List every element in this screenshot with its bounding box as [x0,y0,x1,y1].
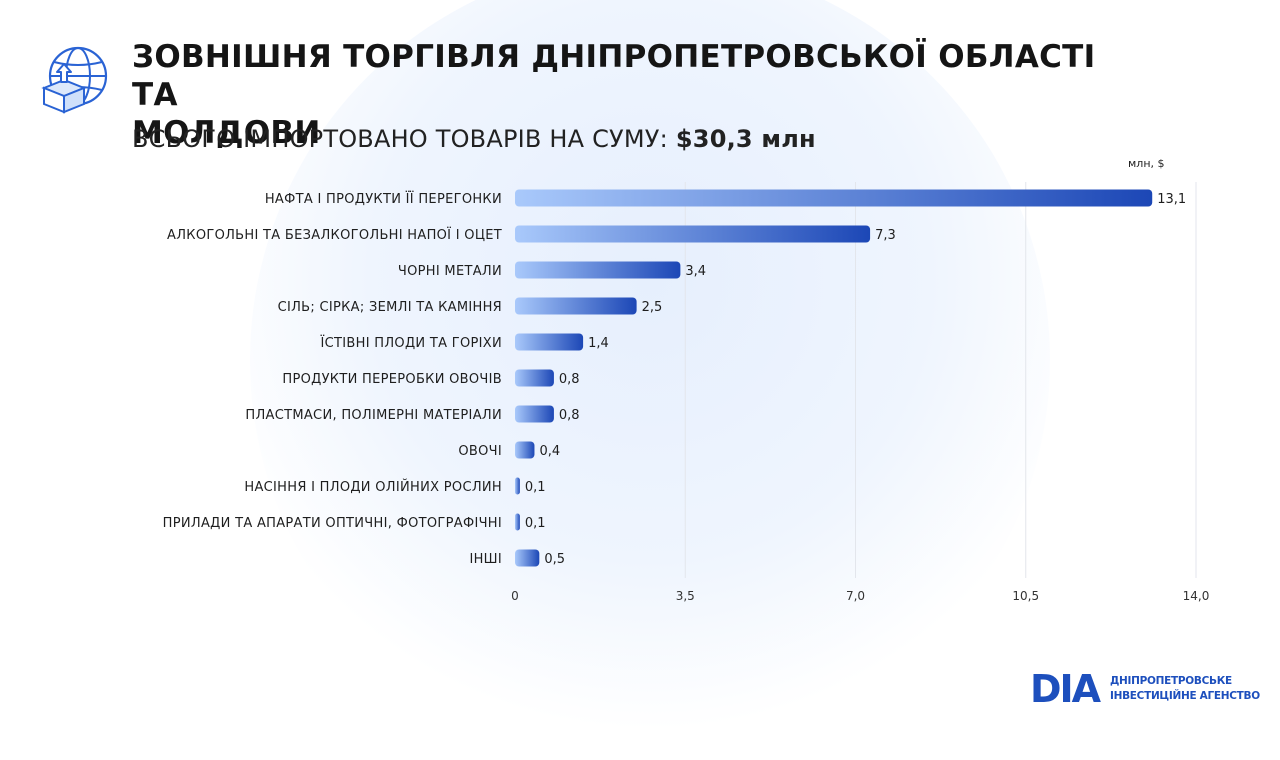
title-line-2: МОЛДОВИ [132,115,321,151]
bar [515,513,520,531]
value-label: 0,8 [559,408,580,423]
bars [515,189,1153,567]
category-label: СІЛЬ; СІРКА; ЗЕМЛІ ТА КАМІННЯ [278,300,502,315]
value-label: 0,1 [525,480,546,495]
category-label: НАФТА І ПРОДУКТИ ЇЇ ПЕРЕГОНКИ [265,191,502,207]
x-tick-label: 14,0 [1183,589,1210,603]
logo-line-2: ІНВЕСТИЦІЙНЕ АГЕНСТВО [1110,690,1260,702]
bar [515,333,584,351]
labels: 0 3,5 7,0 10,5 14,0 НАФТА І ПРОДУКТИ ЇЇ ПЕРЕГ… [163,191,1210,603]
value-label: 0,8 [559,372,580,387]
value-label: 0,1 [525,516,546,531]
value-label: 0,4 [539,444,560,459]
subtitle-total-value: $30,3 млн [675,125,816,153]
x-tick-label: 3,5 [676,589,695,603]
value-label: 3,4 [685,264,706,279]
bar [515,441,535,459]
globe-box-upload-icon [41,46,108,114]
x-tick-label: 10,5 [1012,589,1039,603]
page-title: ЗОВНІШНЯ ТОРГІВЛЯ ДНІПРОПЕТРОВСЬКОЇ ОБЛА… [132,38,1132,152]
value-label: 0,5 [544,552,565,567]
category-label: ЧОРНІ МЕТАЛИ [398,264,502,279]
category-label: ПРОДУКТИ ПЕРЕРОБКИ ОВОЧІВ [282,372,502,387]
bar [515,225,871,243]
bar [515,405,554,423]
value-label: 7,3 [875,228,896,243]
category-label: ПРИЛАДИ ТА АПАРАТИ ОПТИЧНІ, ФОТОГРАФІЧНІ [163,516,502,531]
value-label: 2,5 [642,300,663,315]
dia-logo-mark-text: DIA [1030,668,1102,706]
subtitle: ВСЬОГО ІМПОРТОВАНО ТОВАРІВ НА СУМУ: $30,3… [132,125,816,153]
bar [515,261,681,279]
x-tick-label: 7,0 [846,589,865,603]
dia-logo: DIA ДНІПРОПЕТРОВСЬКЕ ІНВЕСТИЦІЙНЕ АГЕНСТ… [1030,668,1260,708]
bar [515,477,520,495]
dia-logo-mark: DIA [1030,668,1104,706]
dia-logo-text: ДНІПРОПЕТРОВСЬКЕ ІНВЕСТИЦІЙНЕ АГЕНСТВО [1110,674,1260,704]
background-circle [250,0,1050,760]
category-label: ЇСТІВНІ ПЛОДИ ТА ГОРІХИ [321,335,502,351]
subtitle-label: ВСЬОГО ІМПОРТОВАНО ТОВАРІВ НА СУМУ: [132,125,668,153]
bar-chart: 0 3,5 7,0 10,5 14,0 НАФТА І ПРОДУКТИ ЇЇ ПЕРЕГ… [163,182,1210,603]
logo-line-1: ДНІПРОПЕТРОВСЬКЕ [1110,675,1232,687]
category-label: НАСІННЯ І ПЛОДИ ОЛІЙНИХ РОСЛИН [244,479,502,495]
category-label: ПЛАСТМАСИ, ПОЛІМЕРНІ МАТЕРІАЛИ [245,408,502,423]
bar [515,189,1153,207]
unit-label: млн, $ [1128,157,1165,170]
title-line-1: ЗОВНІШНЯ ТОРГІВЛЯ ДНІПРОПЕТРОВСЬКОЇ ОБЛА… [132,39,1096,113]
value-label: 1,4 [588,336,609,351]
x-tick-label: 0 [511,589,519,603]
bar [515,297,637,315]
category-label: АЛКОГОЛЬНІ ТА БЕЗАЛКОГОЛЬНІ НАПОЇ І ОЦЕТ [167,227,502,243]
bar [515,369,554,387]
gridlines [684,182,1197,578]
category-label: ОВОЧІ [458,444,502,459]
value-label: 13,1 [1157,192,1186,207]
category-label: ІНШІ [469,552,502,567]
bar [515,549,540,567]
